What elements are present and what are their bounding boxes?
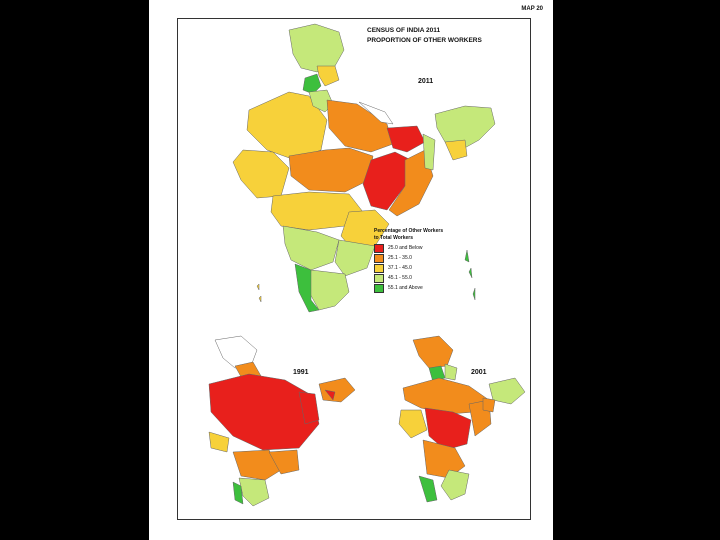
map-number: MAP 20 bbox=[521, 6, 543, 12]
neighbour-outline bbox=[358, 101, 394, 125]
legend-title: Percentage of Other Workers bbox=[374, 228, 444, 234]
region-himachal bbox=[316, 65, 340, 87]
legend-subtitle: to Total Workers bbox=[374, 235, 413, 241]
inset-map-year-1991: 1991 bbox=[293, 369, 309, 376]
region-punjab bbox=[302, 73, 322, 95]
choropleth-maps bbox=[208, 23, 526, 507]
region-bihar bbox=[386, 125, 426, 153]
legend-item: 25.0 and Below bbox=[374, 243, 443, 253]
region-bengal bbox=[422, 133, 436, 171]
inset-map-year-2001: 2001 bbox=[471, 369, 487, 376]
legend-item: 25.1 - 35.0 bbox=[374, 253, 443, 263]
main-map-year: 2011 bbox=[418, 78, 434, 85]
region-northeast bbox=[434, 105, 496, 151]
region-ap bbox=[334, 239, 376, 277]
region-tn bbox=[308, 269, 350, 311]
region-mp bbox=[288, 147, 374, 193]
map-legend: Percentage of Other Workers to Total Wor… bbox=[374, 228, 444, 293]
legend-swatch bbox=[374, 273, 384, 283]
inset-map-1991 bbox=[208, 335, 356, 507]
legend-swatch bbox=[374, 263, 384, 273]
region-ne-yellow bbox=[444, 139, 468, 161]
map-title: CENSUS OF INDIA 2011 bbox=[367, 27, 441, 34]
map-frame bbox=[177, 18, 531, 520]
region-up bbox=[326, 99, 394, 153]
legend-label: 25.0 and Below bbox=[388, 245, 423, 251]
map-subtitle: PROPORTION OF OTHER WORKERS bbox=[367, 37, 482, 44]
inset-map-2001 bbox=[398, 335, 526, 503]
main-map-2011 bbox=[232, 23, 496, 313]
islands-east bbox=[464, 249, 476, 301]
legend-label: 37.1 - 45.0 bbox=[388, 265, 412, 271]
legend-swatch bbox=[374, 253, 384, 263]
region-karnataka bbox=[282, 225, 340, 271]
region-north bbox=[288, 23, 345, 73]
region-west bbox=[246, 91, 328, 161]
legend-label: 25.1 - 35.0 bbox=[388, 255, 412, 261]
legend-swatch bbox=[374, 283, 384, 293]
legend-item: 45.1 - 55.0 bbox=[374, 273, 443, 283]
map-sheet: MAP 20 CENSUS OF INDIA 2011 PROPORTION O… bbox=[149, 0, 553, 540]
region-gujarat bbox=[232, 149, 290, 199]
region-central-east bbox=[362, 151, 412, 211]
legend-item: 55.1 and Above bbox=[374, 283, 443, 293]
legend-swatch bbox=[374, 243, 384, 253]
legend-item: 37.1 - 45.0 bbox=[374, 263, 443, 273]
islands-west bbox=[256, 283, 262, 303]
legend-label: 55.1 and Above bbox=[388, 285, 423, 291]
legend-label: 45.1 - 55.0 bbox=[388, 275, 412, 281]
region-kerala bbox=[294, 263, 320, 313]
